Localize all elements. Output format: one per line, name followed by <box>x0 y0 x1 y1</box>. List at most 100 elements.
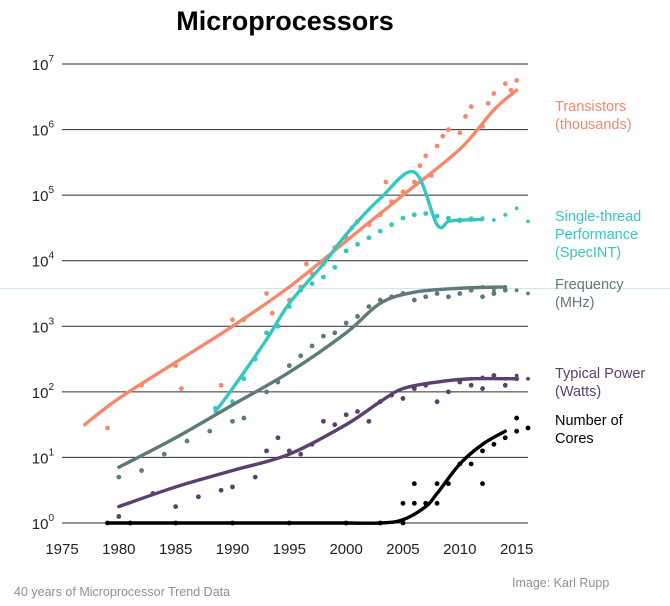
series-2-point <box>423 294 429 300</box>
series-0-point <box>508 87 514 93</box>
legend-frequency: Frequency (MHz) <box>555 277 624 311</box>
series-0-point <box>491 91 497 96</box>
series-4-point <box>468 461 474 467</box>
y-tick-label: 103 <box>32 316 55 336</box>
series-3-point <box>343 412 349 418</box>
series-2-point <box>366 304 372 310</box>
y-tick-label: 105 <box>32 185 55 205</box>
series-3-point <box>195 494 201 500</box>
series-2-point <box>139 468 144 473</box>
series-3-point <box>446 389 451 395</box>
series-3-point <box>332 422 338 428</box>
y-tick-label: 101 <box>32 447 55 467</box>
series-2-point <box>491 291 497 296</box>
series-3-point <box>434 399 440 405</box>
series-1-tail-point <box>503 212 508 217</box>
series-2-point <box>446 294 451 300</box>
series-4-point <box>514 428 520 434</box>
series-1-tail-point <box>492 218 496 222</box>
y-tick-label: 104 <box>32 251 55 271</box>
series-0-point <box>440 133 446 139</box>
footer-credit: Image: Karl Rupp <box>512 576 610 590</box>
series-2-trend-line <box>117 285 507 469</box>
series-2-point <box>343 320 349 326</box>
series-0-point <box>463 114 468 119</box>
y-tick-label: 106 <box>32 120 55 140</box>
x-tick-label: 1980 <box>102 541 135 558</box>
x-tick-label: 2000 <box>329 541 362 558</box>
series-1-trend-line <box>213 169 485 414</box>
series-1-point <box>377 228 383 234</box>
series-0-point <box>423 153 429 159</box>
series-2-point <box>480 294 485 300</box>
series-3-point <box>366 418 372 424</box>
x-tick-label: 2010 <box>443 541 476 558</box>
x-tick-label: 2015 <box>500 541 533 558</box>
series-1-tail-point <box>514 206 519 211</box>
legend-typical-power: Typical Power (Watts) <box>555 366 646 400</box>
series-1-point <box>241 376 247 382</box>
x-tick-label: 1990 <box>216 541 249 558</box>
series-0-point <box>178 386 184 391</box>
series-2-point <box>184 438 190 444</box>
series-2-point <box>332 330 338 336</box>
series-0-point <box>468 104 474 110</box>
series-4-trend-line <box>105 429 507 525</box>
footer-caption: 40 years of Microprocessor Trend Data <box>14 585 231 599</box>
series-0-point <box>218 382 224 388</box>
series-3-point <box>252 474 258 480</box>
series-1-point <box>434 213 440 219</box>
series-2-point <box>411 297 417 303</box>
series-2-point <box>286 363 292 369</box>
series-1-point <box>332 264 338 270</box>
series-2-point <box>321 333 326 339</box>
y-tick-label: 102 <box>32 382 55 402</box>
series-2-point <box>264 389 269 395</box>
chart-title: Microprocessors <box>176 6 394 36</box>
series-1-tail-point <box>526 219 530 224</box>
series-3-point <box>298 451 304 457</box>
series-0-point <box>269 310 275 316</box>
divider-line <box>0 288 670 289</box>
series-2-point <box>241 415 247 421</box>
series-2-point <box>355 314 360 319</box>
series-0-point <box>434 143 440 149</box>
series-0-point <box>230 317 235 323</box>
series-4-point <box>480 448 485 454</box>
series-3-point <box>218 487 224 493</box>
x-tick-label: 2005 <box>386 541 419 558</box>
series-1-point <box>400 215 406 221</box>
series-1-point <box>446 215 451 221</box>
y-tick-label: 100 <box>32 513 55 533</box>
series-0-point <box>303 261 309 267</box>
series-1-point <box>366 235 372 241</box>
series-4-point <box>491 441 497 447</box>
series-3-tail-point <box>514 373 519 378</box>
series-1-point <box>264 330 269 336</box>
series-3-point <box>264 448 269 454</box>
series-4-point <box>514 415 520 421</box>
series-0-point <box>105 425 110 431</box>
series-2-tail-point <box>492 288 496 293</box>
series-4-point <box>434 500 440 506</box>
series-3-point <box>400 396 406 401</box>
series-1-point <box>411 212 417 218</box>
series-2-point <box>309 343 315 349</box>
series-2-point <box>502 287 508 293</box>
series-0-point <box>264 291 269 296</box>
series-3-point <box>480 386 485 391</box>
legend-number-of-cores: Number of Cores <box>555 413 623 447</box>
series-3-tail-point <box>526 376 530 381</box>
x-tick-label: 1995 <box>273 541 306 558</box>
series-3-point <box>355 409 360 414</box>
legend-transistors: Transistors (thousands) <box>555 99 632 133</box>
series-4-point <box>525 425 531 431</box>
series-3-point <box>230 484 235 490</box>
series-3-point <box>275 435 281 441</box>
series-4-point <box>411 481 417 487</box>
series-0-point <box>457 130 463 136</box>
series-4-point <box>502 435 508 441</box>
series-2-point <box>298 353 304 359</box>
series-0-point <box>514 77 520 83</box>
